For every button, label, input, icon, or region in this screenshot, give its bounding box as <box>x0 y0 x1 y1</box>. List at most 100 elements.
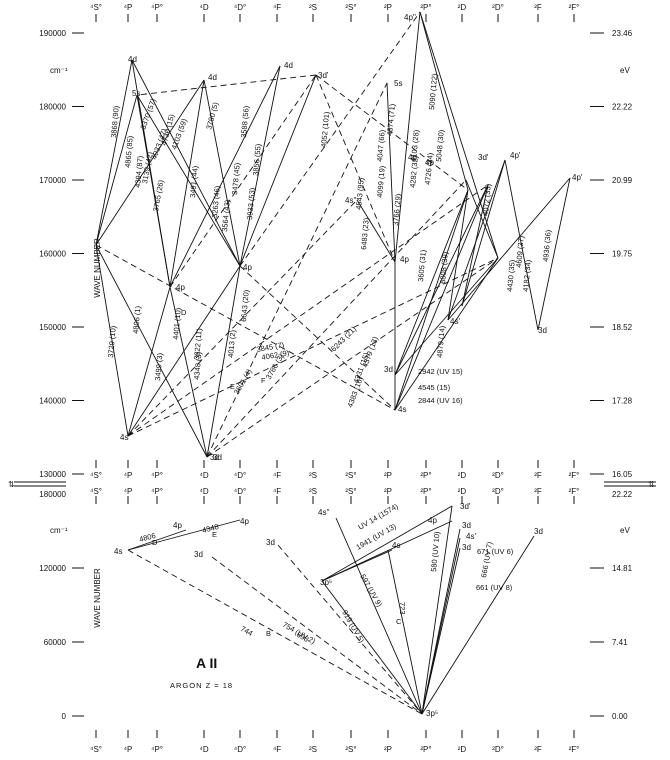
term-column-label-bottom: ²F <box>534 745 542 754</box>
ev-tick-upper: 20.99 <box>612 176 633 185</box>
wave-tick-upper: 160000 <box>39 250 66 259</box>
marker-label-lower: D <box>152 538 158 547</box>
transition-label-lower: 580 (UV 10) <box>429 531 442 573</box>
level-label-lower: 4p <box>173 521 182 530</box>
transition-label-upper: 4182 (34) <box>521 259 533 292</box>
level-label-lower: 4p <box>428 516 437 525</box>
transition-line-solid <box>421 547 461 715</box>
transition-label-upper: 4052 (101) <box>319 111 331 148</box>
transition-line-solid <box>206 265 241 458</box>
ev-tick-lower-break: 22.22 <box>612 490 633 499</box>
transition-line-dashed <box>127 184 489 437</box>
level-label-upper: 4p'' <box>404 13 416 22</box>
transition-line-solid <box>465 179 499 259</box>
level-label-upper: 3d <box>210 453 219 462</box>
level-label-lower: 4s'' <box>318 508 330 517</box>
y-axis-label-upper: WAVE NUMBER <box>93 238 102 298</box>
ev-tick-upper: 23.46 <box>612 29 633 38</box>
transition-line-solid <box>447 189 469 321</box>
transition-line-dashed <box>169 74 317 288</box>
transition-line-dashed <box>277 544 423 715</box>
term-column-label-top: ²P° <box>420 3 431 12</box>
transition-label-upper: 4879 (14) <box>435 325 447 358</box>
transition-label-upper: 3922 (11) <box>192 327 204 360</box>
level-label-upper: 3d' <box>478 153 489 162</box>
transition-line-dashed <box>206 257 499 458</box>
term-column-label-mid-lower: ²S <box>309 487 317 496</box>
term-column-label-top: ⁴P° <box>151 3 163 12</box>
term-column-label-top: ⁴D <box>199 3 208 12</box>
level-label-upper: 4p <box>408 153 417 162</box>
level-label-lower: 3p⁵ <box>426 709 438 718</box>
transition-label-upper: 3765 (26) <box>151 179 166 213</box>
transition-line-solid <box>421 535 535 715</box>
term-column-label-mid-lower: ⁴F <box>273 487 281 496</box>
transition-line-solid <box>95 59 133 246</box>
transition-line-dashed <box>315 74 396 263</box>
term-column-label-top: ²D <box>458 3 467 12</box>
labels-group: ⁴S° ⁴S° ⁴S° ⁴S° ⁴P ⁴P ⁴P ⁴P ⁴P° ⁴P° ⁴P° ⁴P° ⁴D ⁴D ⁴D ⁴D… <box>8 3 655 754</box>
ev-tick-lower: 7.41 <box>612 638 628 647</box>
transition-line-solid <box>169 65 281 288</box>
ev-tick-upper: 17.28 <box>612 397 633 406</box>
transition-line-dashed <box>239 11 421 267</box>
term-column-label-bottom: ²P <box>384 745 392 754</box>
term-column-label-bottom: ²D <box>458 745 467 754</box>
level-label-upper: 4p' <box>510 151 521 160</box>
transition-line-dashed <box>95 244 396 411</box>
transition-label-upper: 3780 (5) <box>204 101 220 131</box>
transition-line-solid <box>394 257 499 376</box>
marker-label-lower: B <box>266 629 271 638</box>
transition-line-solid <box>136 94 241 267</box>
ev-tick-upper: 22.22 <box>612 103 633 112</box>
transition-line-solid <box>95 94 138 246</box>
wave-tick-lower-break: 180000 <box>39 490 66 499</box>
axes-group <box>14 14 656 738</box>
level-label-upper: 4p <box>400 255 409 264</box>
transition-label-upper: 4543 (95) <box>354 177 366 210</box>
wave-tick-upper: 190000 <box>39 29 66 38</box>
transition-line-solid <box>461 184 489 307</box>
transition-line-solid <box>95 244 129 437</box>
ev-tick-upper: 19.75 <box>612 250 633 259</box>
term-column-label-mid-lower: ⁴P° <box>151 487 163 496</box>
transition-line-solid <box>239 74 317 267</box>
marker-label-upper: E <box>230 382 235 391</box>
ev-tick-upper: 16.05 <box>612 470 633 479</box>
transition-label-upper: 4806 (1) <box>131 305 142 334</box>
transition-line-solid <box>335 517 423 715</box>
level-label-upper: 5s <box>132 89 140 98</box>
transition-label-lower: 4348 <box>201 522 219 535</box>
marker-label-upper: D <box>181 308 187 317</box>
level-label-upper: 4s <box>120 433 128 442</box>
term-column-label-top: ²P <box>384 3 392 12</box>
diagram-title: A II <box>196 655 217 671</box>
term-column-label-bottom: ²F° <box>569 745 580 754</box>
term-column-label-mid-upper: ²D <box>458 471 467 480</box>
transition-label-upper: 4099 (19) <box>375 165 387 198</box>
transition-line-solid <box>386 82 396 263</box>
term-column-label-bottom: ²S <box>309 745 317 754</box>
transition-label-upper: 2844 (UV 16) <box>418 396 463 405</box>
transition-line-solid <box>537 177 571 331</box>
term-column-label-top: ²F <box>534 3 542 12</box>
transition-line-solid <box>421 505 453 715</box>
transition-line-solid <box>461 159 506 307</box>
transition-label-upper: 4072 (33) <box>481 183 493 216</box>
transition-label-upper: 4430 (35) <box>505 259 517 292</box>
transition-line-solid <box>203 79 241 267</box>
term-column-label-bottom: ⁴F <box>273 745 281 754</box>
level-label-upper: 4p <box>243 263 252 272</box>
transition-label-upper: 3499 (3) <box>153 352 164 381</box>
transition-line-dashed <box>206 179 467 458</box>
transition-line-dashed <box>206 82 388 458</box>
term-column-label-mid-upper: ⁴F <box>273 471 281 480</box>
transition-label-upper: 3766 (29) <box>391 193 403 226</box>
level-label-upper: 3d <box>213 453 222 462</box>
term-column-label-bottom: ²P° <box>420 745 431 754</box>
wave-tick-upper: 130000 <box>39 470 66 479</box>
level-label-upper: 4p <box>425 158 434 167</box>
break-arrow-left: ⇅ <box>8 480 15 489</box>
transition-label-upper: 4394 (87) <box>133 155 145 188</box>
transition-line-dashed <box>239 265 396 411</box>
